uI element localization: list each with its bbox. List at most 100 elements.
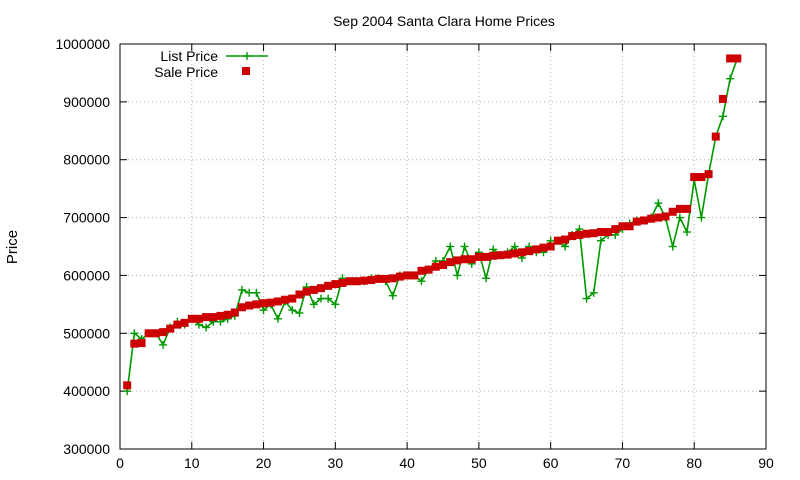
sale-price-point	[517, 248, 526, 257]
list-price-point	[726, 74, 735, 83]
sale-price-point	[417, 266, 426, 275]
sale-price-point	[683, 204, 692, 213]
sale-price-point	[202, 313, 211, 322]
sale-price-point	[661, 212, 670, 221]
sale-price-point	[166, 324, 175, 333]
sale-price-point	[596, 228, 605, 237]
sale-price-point	[704, 170, 713, 179]
list-price-point	[388, 291, 397, 300]
sale-price-point	[525, 247, 534, 256]
sale-price-point	[388, 274, 397, 283]
sale-price-point	[568, 232, 577, 241]
x-tick-label: 40	[399, 455, 415, 471]
y-tick-label: 500000	[63, 325, 110, 341]
x-tick-label: 0	[116, 455, 124, 471]
sale-price-point	[647, 214, 656, 223]
sale-price-point	[697, 173, 706, 182]
sale-price-point	[238, 303, 247, 312]
sale-price-point	[446, 258, 455, 267]
sale-price-point	[726, 54, 735, 63]
sale-price-point	[496, 251, 505, 260]
sale-price-point	[395, 272, 404, 281]
sale-price-point	[123, 381, 132, 390]
sale-price-point	[618, 222, 627, 231]
sale-price-point	[194, 314, 203, 323]
legend-swatch-sale-price	[242, 67, 250, 75]
sale-price-point	[546, 242, 555, 251]
sale-price-point	[288, 294, 297, 303]
x-tick-label: 90	[758, 455, 774, 471]
x-tick-label: 60	[543, 455, 559, 471]
list-price-point	[675, 213, 684, 222]
sale-price-point	[352, 277, 361, 286]
list-price-point	[718, 112, 727, 121]
list-price-point	[668, 242, 677, 251]
x-tick-label: 80	[686, 455, 702, 471]
list-price-point	[453, 271, 462, 280]
sale-price-point	[482, 252, 491, 261]
y-tick-label: 1000000	[55, 36, 110, 52]
sale-price-point	[252, 300, 261, 309]
y-axis-label: Price	[4, 230, 21, 264]
legend-swatch-list-price-marker	[243, 52, 251, 60]
sale-price-point	[431, 262, 440, 271]
sale-price-point	[309, 285, 318, 294]
list-price-point	[295, 309, 304, 318]
x-axis-tick-labels: 0 10 20 30 40 50 60 70 80 90	[116, 455, 774, 471]
sale-price-point	[187, 314, 196, 323]
sale-price-point	[137, 339, 146, 348]
sale-price-point	[582, 229, 591, 238]
sale-price-point	[209, 313, 218, 322]
list-price-point	[596, 236, 605, 245]
sale-price-point	[302, 287, 311, 296]
list-price-point	[288, 306, 297, 315]
sale-price-point	[654, 213, 663, 222]
sale-price-point	[281, 295, 290, 304]
axis-ticks	[119, 43, 767, 450]
legend-label-sale-price: Sale Price	[154, 64, 218, 80]
y-tick-label: 700000	[63, 210, 110, 226]
list-price-point	[561, 242, 570, 251]
sale-price-point	[460, 255, 469, 264]
sale-price-point	[245, 301, 254, 310]
sale-price-point	[259, 299, 268, 308]
sale-price-point	[561, 235, 570, 244]
y-tick-label: 300000	[63, 441, 110, 457]
y-tick-label: 900000	[63, 94, 110, 110]
list-price-point	[130, 329, 139, 338]
sale-price-point	[403, 271, 412, 280]
x-tick-label: 30	[328, 455, 344, 471]
legend-label-list-price: List Price	[160, 48, 218, 64]
y-tick-label: 800000	[63, 152, 110, 168]
x-tick-label: 50	[471, 455, 487, 471]
list-price-point	[324, 294, 333, 303]
sale-price-point	[151, 329, 160, 338]
list-price-point	[482, 274, 491, 283]
x-tick-label: 10	[184, 455, 200, 471]
list-price-point	[683, 228, 692, 237]
sale-price-point	[474, 252, 483, 261]
sale-price-point	[159, 328, 168, 337]
sale-price-point	[223, 310, 232, 319]
sale-price-point	[503, 250, 512, 259]
list-price-point	[245, 288, 254, 297]
sale-price-point	[632, 217, 641, 226]
sale-price-point	[668, 207, 677, 216]
list-price-point	[582, 294, 591, 303]
sale-price-point	[273, 297, 282, 306]
sale-price-point	[173, 320, 182, 329]
list-price-point	[589, 288, 598, 297]
list-price-point	[159, 340, 168, 349]
list-price-point	[309, 300, 318, 309]
sale-price-point	[553, 236, 562, 245]
series-layer	[123, 54, 742, 396]
sale-price-point	[489, 251, 498, 260]
sale-price-point	[604, 228, 613, 237]
y-axis-tick-labels: 300000 400000 500000 600000 700000 800000 9000…	[55, 36, 110, 457]
list-price-point	[417, 277, 426, 286]
x-tick-label: 20	[256, 455, 272, 471]
plot-area-border	[119, 43, 767, 450]
sale-price-point	[266, 298, 275, 307]
y-tick-label: 600000	[63, 267, 110, 283]
sale-price-point	[625, 222, 634, 231]
